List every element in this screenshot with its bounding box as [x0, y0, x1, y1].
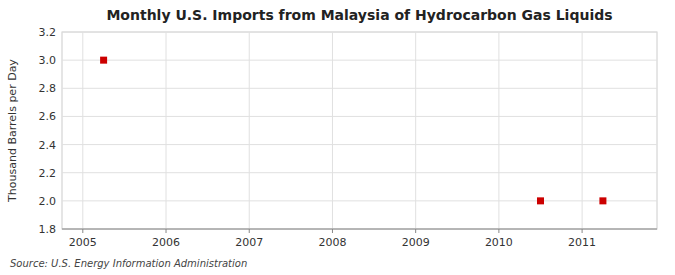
- y-grid-line: [62, 172, 657, 173]
- x-tick-label: 2010: [485, 236, 513, 249]
- y-tick-label: 3.2: [39, 26, 57, 39]
- y-tick-label: 3.0: [39, 54, 57, 67]
- y-tick-label: 2.6: [39, 110, 57, 123]
- y-grid-line: [62, 200, 657, 201]
- x-grid-line: [249, 32, 250, 229]
- y-grid-line: [62, 60, 657, 61]
- x-tick-label: 2011: [568, 236, 596, 249]
- x-grid-line: [498, 32, 499, 229]
- y-tick-label: 2.0: [39, 195, 57, 208]
- x-tick-label: 2006: [152, 236, 180, 249]
- y-axis-label: Thousand Barrels per Day: [6, 59, 19, 203]
- x-grid-line: [582, 32, 583, 229]
- x-tick: [166, 229, 167, 233]
- x-tick: [82, 229, 83, 233]
- x-tick: [415, 229, 416, 233]
- x-tick-label: 2005: [69, 236, 97, 249]
- x-tick: [498, 229, 499, 233]
- y-grid-line: [62, 32, 657, 33]
- y-grid-line: [62, 144, 657, 145]
- axes: 2005 2006 2007 2008 2009 2010 2011 1.8 2.0 2.2 2.4…: [39, 26, 658, 249]
- y-grid-line: [62, 229, 657, 230]
- x-tick: [332, 229, 333, 233]
- x-grid-line: [415, 32, 416, 229]
- point: [599, 197, 606, 204]
- y-tick-label: 2.8: [39, 82, 57, 95]
- x-tick: [582, 229, 583, 233]
- x-tick-label: 2007: [235, 236, 263, 249]
- points: [100, 57, 606, 205]
- point: [537, 197, 544, 204]
- title: Monthly U.S. Imports from Malaysia of Hy…: [106, 7, 612, 23]
- y-tick-label: 2.2: [39, 167, 57, 180]
- x-grid-line: [166, 32, 167, 229]
- y-grid-line: [62, 88, 657, 89]
- plot-frame: [62, 32, 657, 229]
- point: [100, 57, 107, 64]
- x-grid-line: [332, 32, 333, 229]
- grid: [62, 32, 657, 229]
- x-axis-line: [62, 229, 657, 230]
- chart: 2005 2006 2007 2008 2009 2010 2011 1.8 2.0 2.2 2.4…: [0, 0, 675, 275]
- source-note: Source: U.S. Energy Information Administ…: [10, 258, 247, 269]
- x-tick: [249, 229, 250, 233]
- y-tick-label: 2.4: [39, 139, 57, 152]
- x-grid-line: [82, 32, 83, 229]
- y-grid-line: [62, 116, 657, 117]
- x-tick-label: 2008: [318, 236, 346, 249]
- y-tick-label: 1.8: [39, 223, 57, 236]
- x-tick-label: 2009: [402, 236, 430, 249]
